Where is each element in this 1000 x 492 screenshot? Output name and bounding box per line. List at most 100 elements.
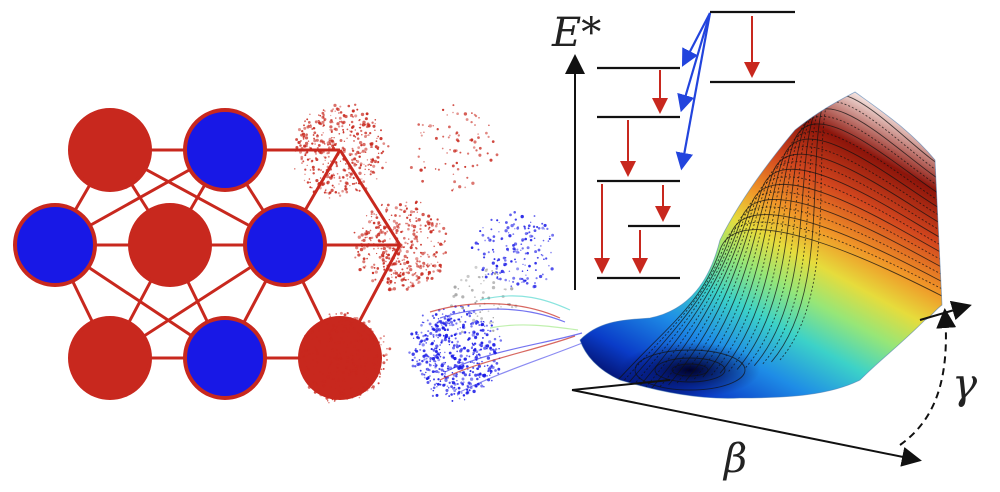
particle-dot: [375, 140, 378, 143]
particle-dot: [308, 352, 311, 356]
particle-dot: [428, 363, 431, 365]
particle-dot: [352, 362, 356, 366]
particle-dot: [351, 161, 354, 164]
particle-dot: [354, 367, 358, 371]
particle-dot: [394, 276, 398, 279]
beta-axis-label: β: [722, 436, 747, 482]
particle-dot: [392, 228, 394, 231]
particle-dot: [343, 140, 346, 143]
particle-dot: [466, 152, 470, 155]
particle-dot: [402, 246, 405, 249]
particle-dot: [426, 279, 428, 282]
particle-dot: [360, 365, 363, 368]
particle-dot: [309, 147, 313, 150]
particle-dot: [347, 330, 350, 334]
particle-dot: [318, 186, 322, 190]
particle-dot: [363, 163, 365, 166]
particle-dot: [368, 383, 371, 386]
particle-dot: [360, 242, 363, 246]
particle-dot: [452, 188, 454, 190]
particle-dot: [326, 191, 328, 194]
particle-dot: [432, 389, 435, 392]
particle-dot: [360, 151, 363, 153]
particle-dot: [543, 223, 547, 227]
particle-dot: [464, 331, 467, 334]
particle-dot: [476, 373, 480, 377]
particle-dot: [413, 356, 416, 359]
particle-dot: [382, 341, 385, 343]
particle-dot: [507, 232, 510, 234]
particle-dot: [377, 135, 380, 138]
particle-dot: [422, 265, 425, 268]
particle-dot: [423, 166, 426, 169]
particle-dot: [351, 359, 355, 362]
particle-dot: [484, 275, 488, 279]
particle-dot: [420, 323, 423, 327]
particle-dot: [492, 281, 496, 285]
particle-dot: [382, 367, 385, 370]
particle-dot: [379, 224, 382, 226]
particle-dot: [429, 331, 433, 336]
particle-dot: [504, 288, 507, 291]
particle-dot: [425, 342, 427, 344]
particle-dot: [325, 396, 329, 400]
particle-dot: [512, 276, 516, 280]
particle-dot: [328, 191, 332, 194]
particle-dot: [416, 260, 419, 263]
particle-dot: [437, 241, 440, 244]
particle-dot: [351, 125, 355, 128]
particle-dot: [458, 358, 462, 362]
particle-dot: [508, 234, 512, 238]
particle-dot: [301, 351, 303, 353]
particle-dot: [381, 279, 384, 282]
particle-dot: [403, 210, 406, 214]
particle-dot: [412, 232, 416, 236]
particle-dot: [356, 392, 360, 396]
particle-dot: [458, 390, 460, 393]
particle-dot: [411, 273, 415, 277]
particle-dot: [351, 391, 355, 396]
particle-dot: [405, 207, 408, 210]
particle-dot: [481, 360, 483, 363]
particle-dot: [440, 372, 444, 376]
particle-dot: [359, 123, 362, 126]
particle-dot: [384, 250, 388, 253]
particle-dot: [453, 180, 457, 184]
particle-dot: [311, 187, 313, 189]
particle-dot: [423, 339, 426, 342]
particle-dot: [345, 173, 349, 177]
particle-dot: [313, 148, 317, 152]
particle-dot: [457, 318, 459, 321]
particle-dot: [500, 306, 502, 308]
particle-dot: [465, 118, 469, 121]
particle-dot: [440, 363, 444, 368]
particle-dot: [375, 216, 379, 219]
particle-dot: [524, 264, 526, 266]
particle-dot: [379, 337, 382, 340]
particle-dot: [453, 392, 456, 395]
particle-dot: [471, 112, 473, 114]
particle-dot: [363, 373, 366, 376]
particle-dot: [295, 138, 299, 141]
particle-dot: [442, 226, 446, 230]
particle-dot: [463, 373, 467, 377]
particle-dot: [366, 134, 368, 137]
particle-dot: [415, 220, 418, 223]
energy-axis-label: E*: [551, 10, 601, 56]
particle-dot: [370, 330, 374, 334]
particle-dot: [338, 321, 340, 323]
particle-dot: [323, 393, 326, 396]
particle-dot: [309, 113, 311, 116]
particle-dot: [420, 243, 422, 246]
particle-dot: [346, 128, 349, 131]
particle-dot: [318, 119, 320, 122]
particle-dot: [427, 125, 430, 128]
particle-dot: [460, 365, 462, 368]
particle-dot: [365, 215, 368, 217]
particle-dot: [357, 340, 360, 343]
particle-dot: [472, 349, 475, 352]
particle-dot: [366, 378, 369, 381]
particle-dot: [386, 281, 389, 284]
particle-dot: [381, 215, 383, 217]
particle-dot: [373, 346, 375, 348]
